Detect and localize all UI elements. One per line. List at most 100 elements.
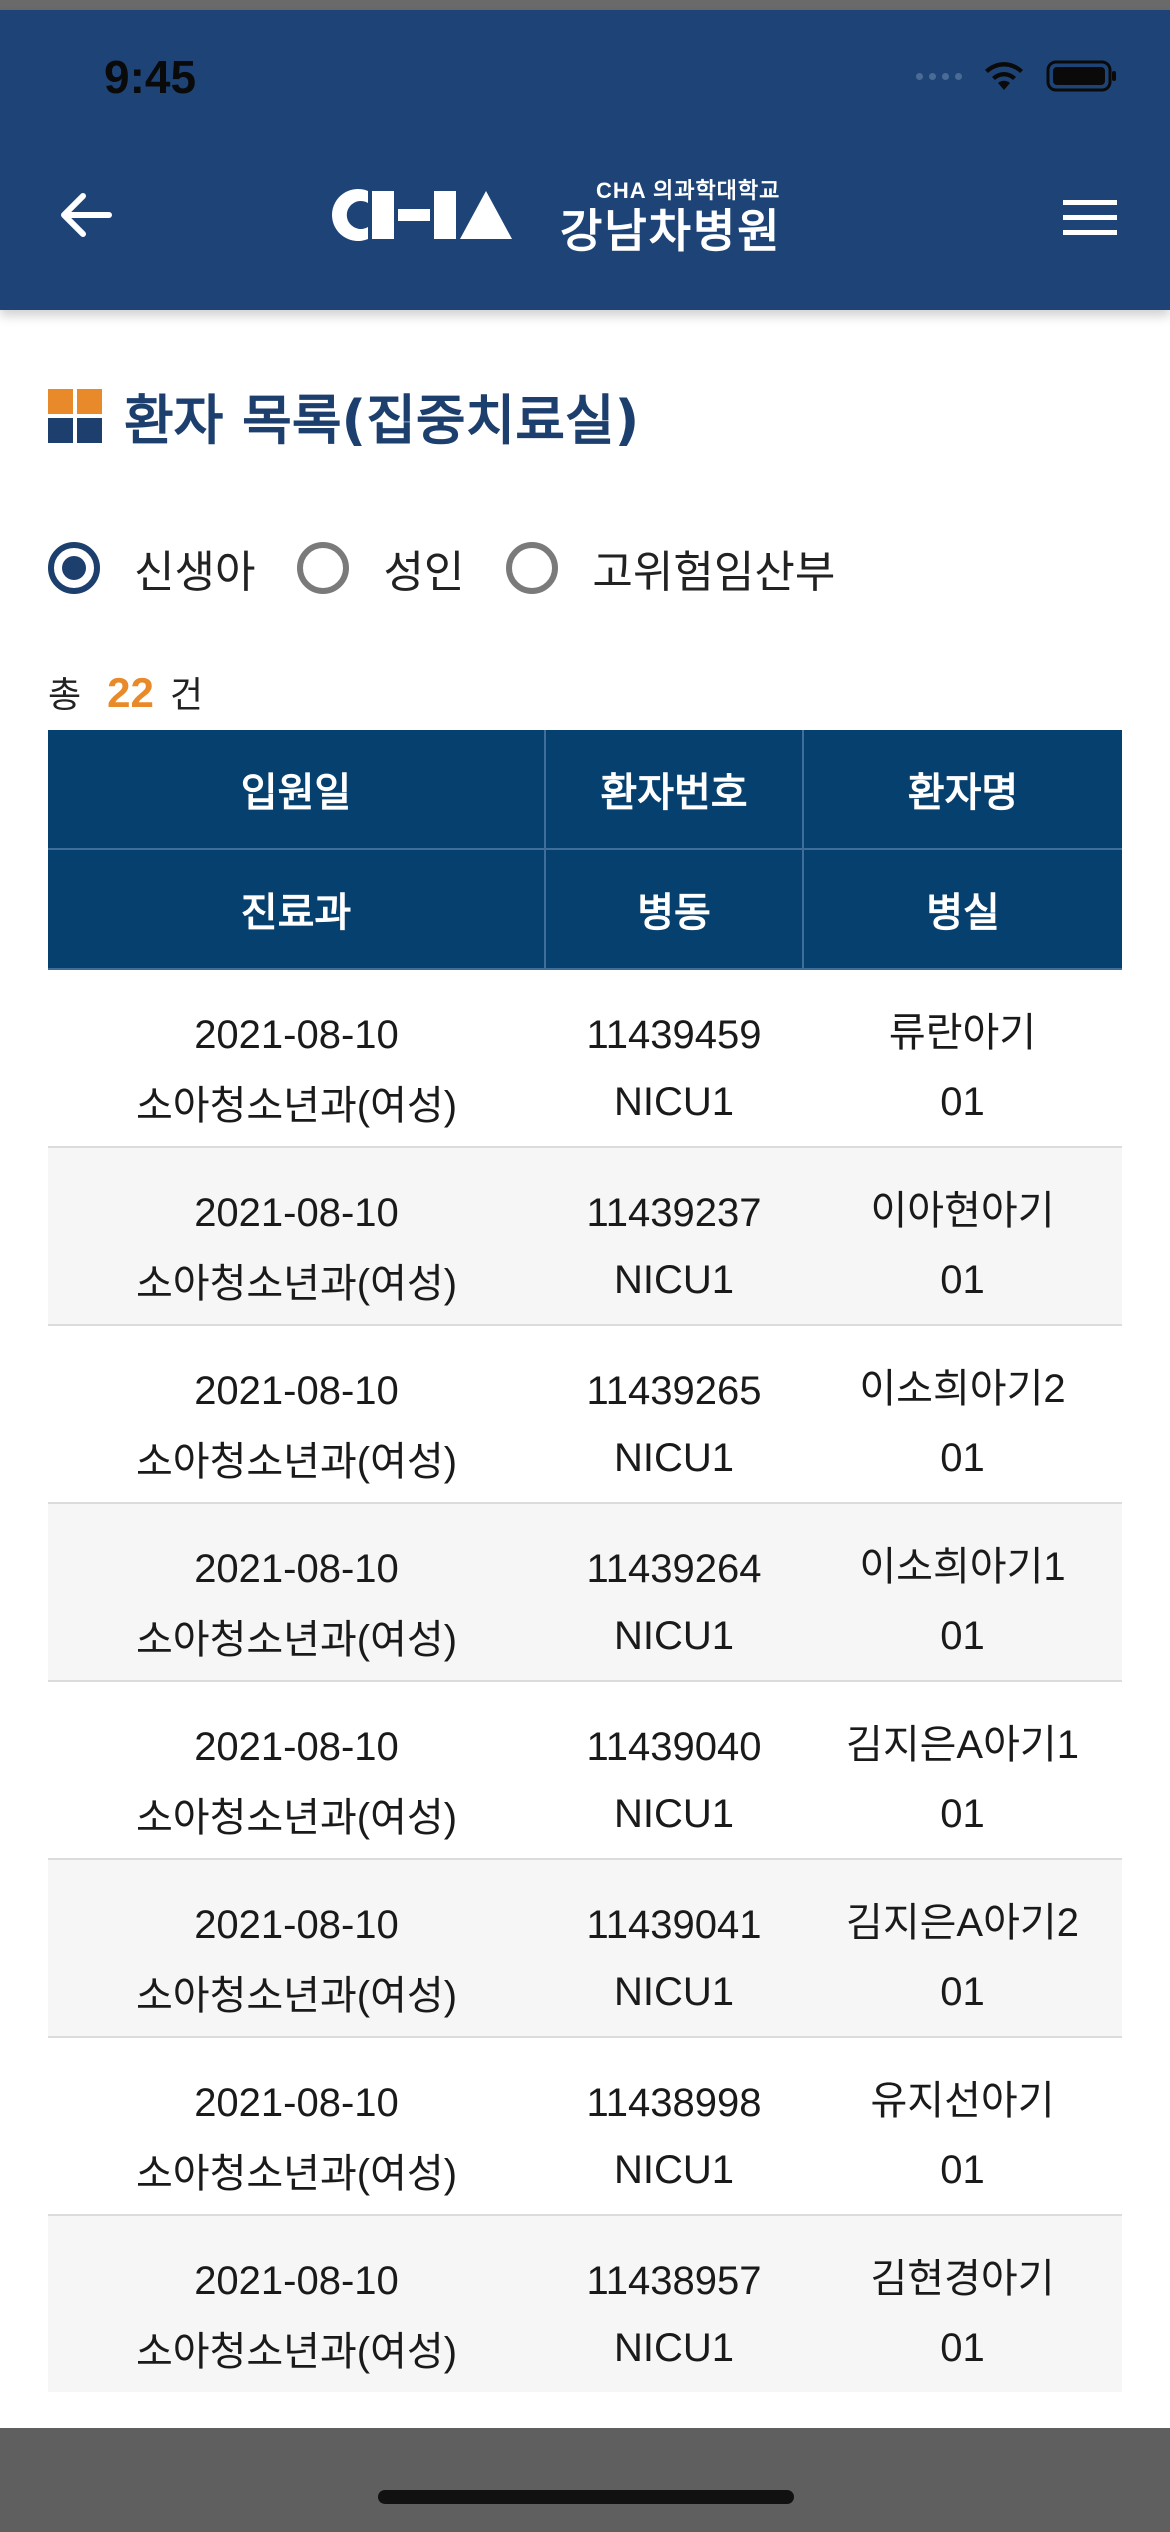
cell-ward: NICU1 [613, 2147, 735, 2192]
status-time: 9:45 [104, 51, 197, 103]
patient-table: 입원일 환자번호 환자명 진료과 병동 병실 2021-08-10 114394… [48, 730, 1122, 2392]
table-row[interactable]: 소아청소년과(여성) NICU1 01 [48, 2304, 1122, 2392]
table-row[interactable]: 소아청소년과(여성) NICU1 01 [48, 1770, 1122, 1859]
table-row[interactable]: 2021-08-10 11438957 김현경아기 [48, 2215, 1122, 2304]
radio-label: 성인 [383, 547, 465, 598]
wifi-icon [985, 62, 1023, 90]
table-row[interactable]: 2021-08-10 11439040 김지은A아기1 [48, 1681, 1122, 1770]
table-row[interactable]: 소아청소년과(여성) NICU1 01 [48, 1592, 1122, 1681]
header-room: 병실 [803, 849, 1122, 970]
cell-patient-number: 11438998 [586, 2081, 762, 2125]
header-patient-name: 환자명 [803, 730, 1122, 850]
radio-button[interactable] [506, 542, 559, 594]
cell-date: 2021-08-10 [48, 1147, 545, 1236]
cell-department: 소아청소년과(여성) [135, 1440, 458, 1484]
cell-ward: NICU1 [545, 1948, 803, 2037]
cell-department: 소아청소년과(여성) [48, 1592, 545, 1681]
cell-ward: NICU1 [613, 1435, 735, 1480]
cell-ward: NICU1 [613, 1079, 735, 1124]
cell-patient-number: 11439265 [586, 1369, 762, 1413]
cell-patient-name: 김현경아기 [803, 2215, 1122, 2304]
cell-date: 2021-08-10 [48, 1503, 545, 1592]
radio-newborn[interactable]: 신생아 [48, 536, 255, 600]
battery-icon [1046, 60, 1116, 92]
arrow-left-icon [61, 193, 112, 237]
radio-label: 고위험임산부 [592, 547, 836, 598]
table-row[interactable]: 2021-08-10 11439459 류란아기 [48, 969, 1122, 1058]
table-row[interactable]: 소아청소년과(여성) NICU1 01 [48, 1236, 1122, 1325]
cell-patient-number: 11439264 [545, 1503, 803, 1592]
cell-room: 01 [803, 1592, 1122, 1681]
top-edge [0, 0, 1170, 10]
cell-patient-name: 류란아기 [888, 1011, 1037, 1055]
cell-date: 2021-08-10 [194, 1013, 399, 1057]
radio-button[interactable] [297, 542, 350, 594]
cell-room: 01 [940, 1079, 985, 1124]
cell-ward: NICU1 [545, 2304, 803, 2392]
cell-patient-name: 이소희아기2 [859, 1367, 1066, 1411]
cell-department: 소아청소년과(여성) [135, 1796, 458, 1840]
logo-text: CHA 의과학대학교 강남차병원 [560, 173, 782, 257]
header-admission-date: 입원일 [48, 730, 546, 850]
radio-button-checked[interactable] [48, 542, 100, 594]
cell-room: 01 [940, 1791, 985, 1836]
cell-patient-name: 김지은A아기2 [803, 1859, 1122, 1948]
table-row[interactable]: 소아청소년과(여성) NICU1 01 [48, 2126, 1122, 2215]
cell-patient-number: 11439237 [545, 1147, 803, 1236]
table-row[interactable]: 소아청소년과(여성) NICU1 01 [48, 1414, 1122, 1503]
table-row[interactable]: 소아청소년과(여성) NICU1 01 [48, 1058, 1122, 1147]
menu-button[interactable] [1050, 182, 1130, 252]
cell-patient-name: 이소희아기1 [803, 1503, 1122, 1592]
cell-room: 01 [803, 1236, 1122, 1325]
logo-name: 강남차병원 [560, 204, 782, 258]
cell-date: 2021-08-10 [194, 1725, 399, 1769]
cell-department: 소아청소년과(여성) [48, 1236, 545, 1325]
header-department: 진료과 [48, 849, 546, 970]
table-row[interactable]: 소아청소년과(여성) NICU1 01 [48, 1948, 1122, 2037]
cell-patient-name: 유지선아기 [870, 2079, 1055, 2123]
cell-patient-name: 이아현아기 [803, 1147, 1122, 1236]
cell-patient-number: 11439040 [586, 1725, 762, 1769]
cell-date: 2021-08-10 [48, 1859, 545, 1948]
count-prefix: 총 [48, 675, 82, 716]
count-value: 22 [107, 669, 154, 716]
header-ward: 병동 [545, 849, 804, 970]
count-suffix: 건 [169, 675, 203, 716]
grid-square-icon [48, 388, 102, 443]
table-row[interactable]: 2021-08-10 11439041 김지은A아기2 [48, 1859, 1122, 1948]
table-row[interactable]: 2021-08-10 11439264 이소희아기1 [48, 1503, 1122, 1592]
cell-ward: NICU1 [613, 1791, 735, 1836]
cell-patient-number: 11439041 [545, 1859, 803, 1948]
page-title-row: 환자 목록(집중치료실) [48, 376, 639, 455]
cell-ward: NICU1 [545, 1592, 803, 1681]
bottom-bar [0, 2428, 1170, 2532]
logo-subtitle: CHA 의과학대학교 [596, 178, 781, 203]
cell-date: 2021-08-10 [48, 2215, 545, 2304]
hamburger-menu-icon [1063, 200, 1117, 235]
status-icons [916, 56, 1118, 96]
table-row[interactable]: 2021-08-10 11439237 이아현아기 [48, 1147, 1122, 1236]
cell-patient-number: 11439459 [586, 1013, 762, 1057]
cell-patient-name: 김지은A아기1 [846, 1723, 1079, 1767]
radio-high-risk-pregnancy[interactable]: 고위험임산부 [506, 536, 835, 600]
table-header-row: 입원일 환자번호 환자명 [48, 730, 1122, 850]
back-button[interactable] [50, 180, 120, 250]
cell-department: 소아청소년과(여성) [135, 2152, 458, 2196]
result-count: 총 22 건 [48, 666, 203, 718]
hospital-logo[interactable]: CHA 의과학대학교 강남차병원 [320, 170, 782, 260]
cell-patient-number: 11438957 [545, 2215, 803, 2304]
home-indicator[interactable] [378, 2490, 794, 2504]
cell-department: 소아청소년과(여성) [48, 2304, 545, 2392]
header-patient-number: 환자번호 [545, 730, 804, 850]
signal-icon [916, 72, 962, 80]
table-row[interactable]: 2021-08-10 11439265 이소희아기2 [48, 1325, 1122, 1414]
page-title: 환자 목록(집중치료실) [124, 389, 640, 452]
cell-room: 01 [940, 2147, 985, 2192]
table-header-row: 진료과 병동 병실 [48, 849, 1122, 970]
cell-department: 소아청소년과(여성) [135, 1084, 458, 1128]
patient-type-filter: 신생아 성인 고위험임산부 [48, 536, 877, 600]
radio-label: 신생아 [134, 547, 256, 598]
table-row[interactable]: 2021-08-10 11438998 유지선아기 [48, 2037, 1122, 2126]
radio-adult[interactable]: 성인 [297, 536, 464, 600]
cell-department: 소아청소년과(여성) [48, 1948, 545, 2037]
